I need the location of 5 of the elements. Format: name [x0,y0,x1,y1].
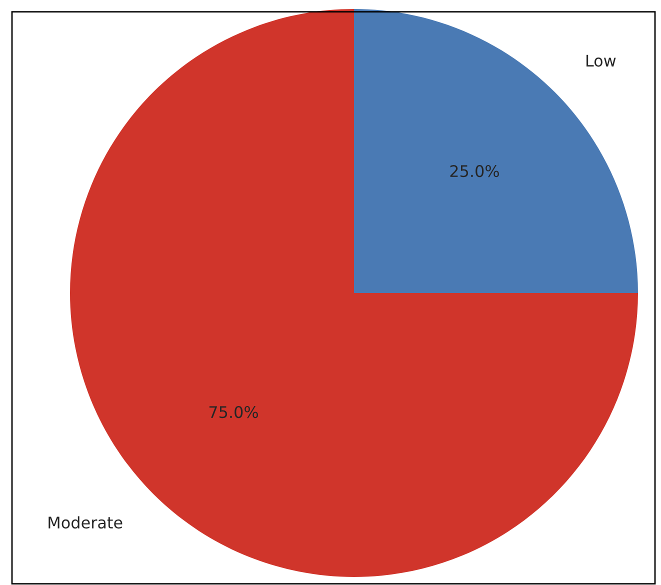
slice-label: Moderate [48,516,122,529]
slice-label: Low [586,54,616,67]
data-label: 25.0% [450,165,499,178]
data-label: 75.0% [209,406,258,418]
pie-slice [354,9,638,293]
